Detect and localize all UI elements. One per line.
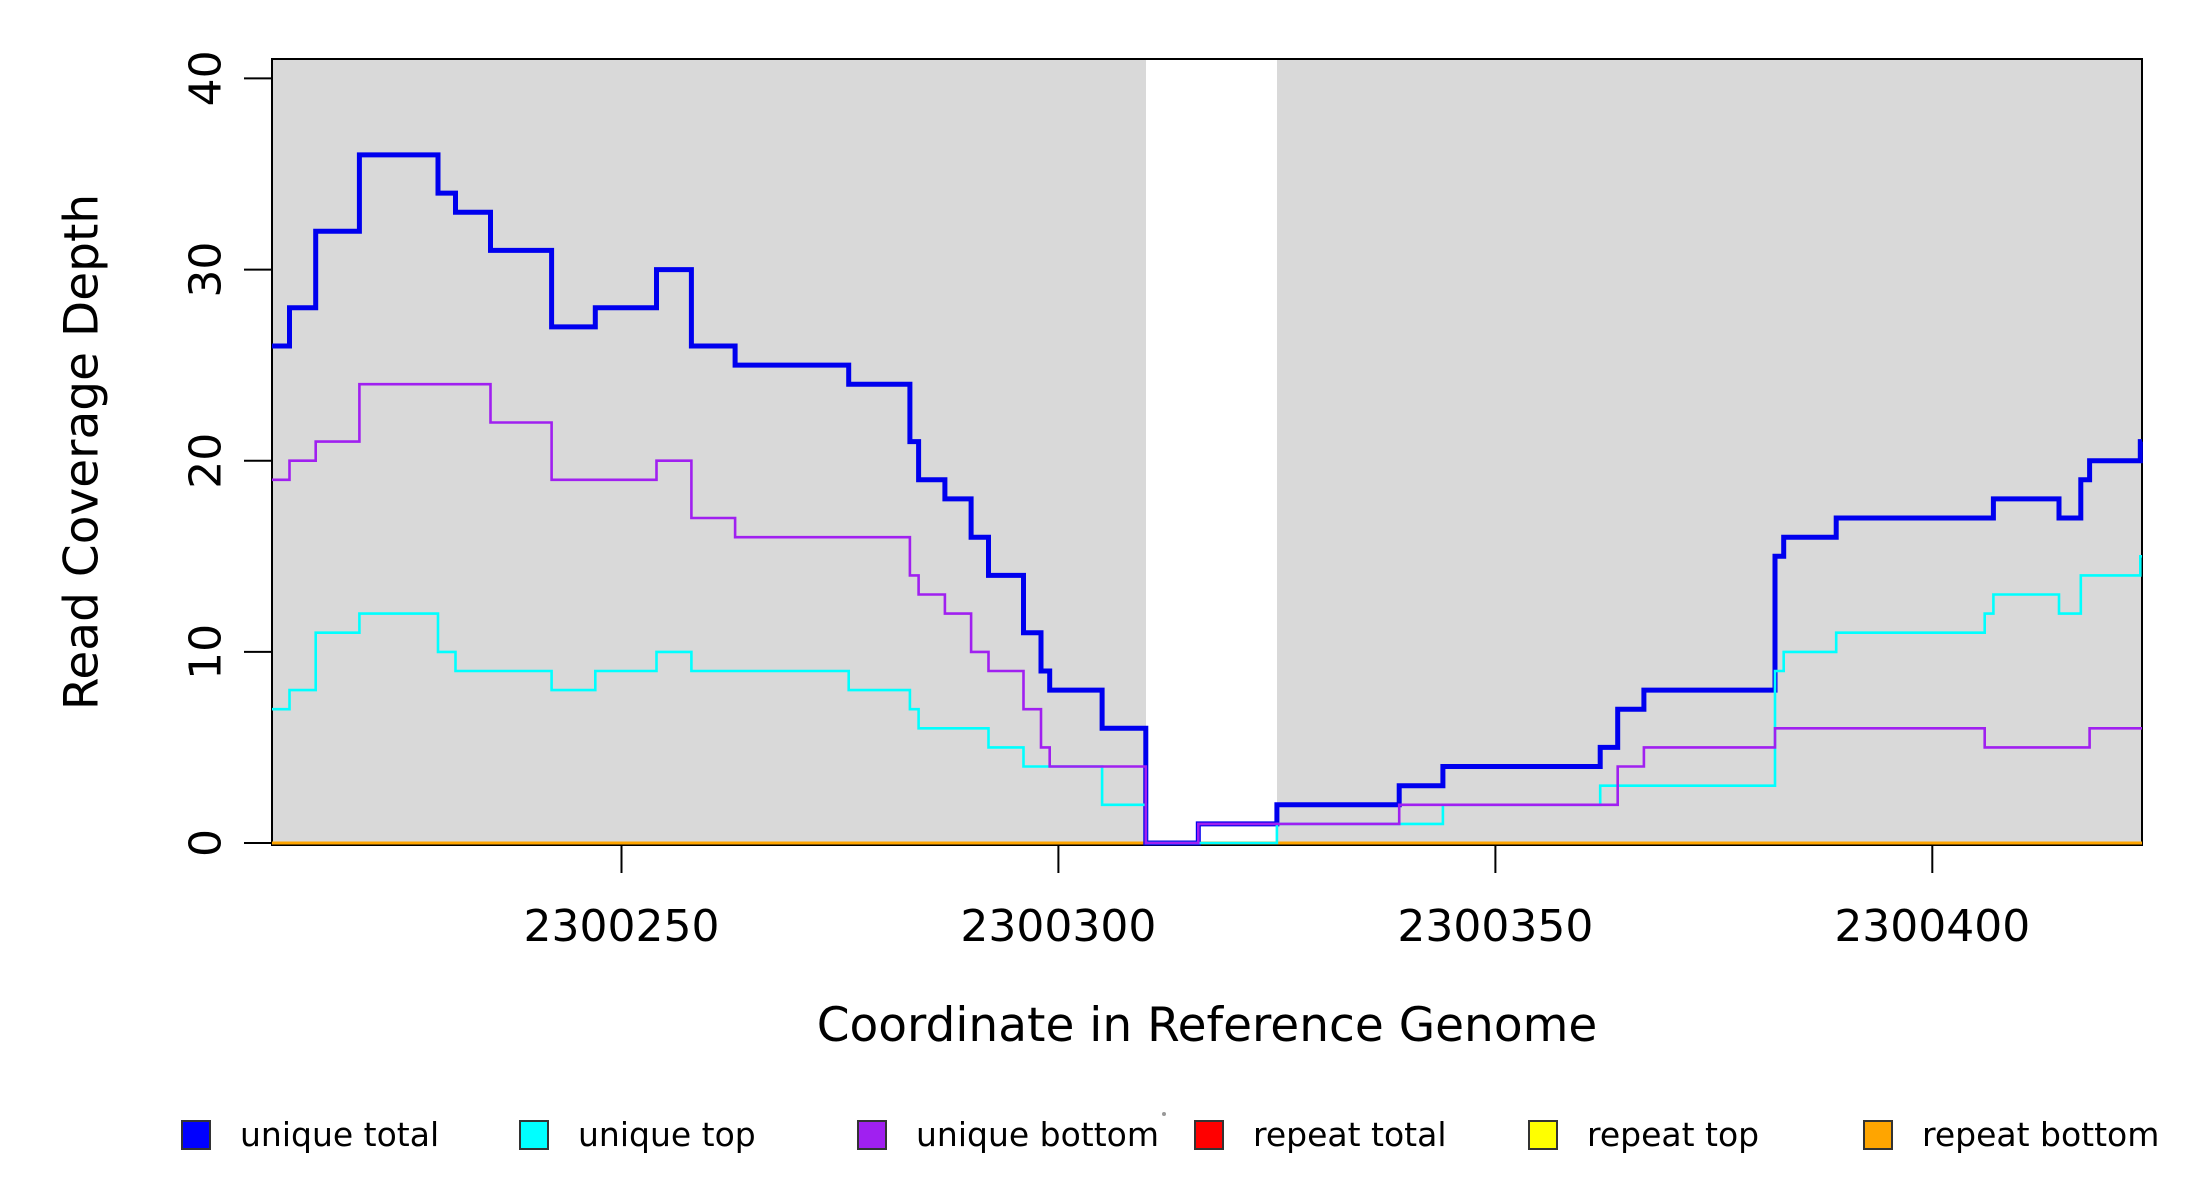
series-unique-total (272, 152, 2143, 846)
x-tick-label: 2300350 (1397, 901, 1593, 952)
y-tick-label: 40 (181, 50, 232, 106)
shaded-region (272, 59, 1146, 845)
x-tick-label: 2300250 (524, 901, 720, 952)
stray-dot-artifact (1162, 1112, 1166, 1116)
series-unique-bottom (272, 382, 2142, 845)
y-tick-label: 20 (181, 433, 232, 489)
y-axis-title: Read Coverage Depth (54, 193, 110, 711)
y-tick-label: 10 (181, 624, 232, 680)
x-axis-title: Coordinate in Reference Genome (816, 998, 1598, 1053)
x-tick-label: 2300400 (1834, 901, 2030, 952)
y-tick-label: 30 (181, 242, 232, 298)
y-tick-label: 0 (181, 829, 232, 857)
shaded-region (1276, 59, 2142, 845)
series-unique-top (272, 555, 2142, 845)
x-tick-label: 2300300 (960, 901, 1156, 952)
